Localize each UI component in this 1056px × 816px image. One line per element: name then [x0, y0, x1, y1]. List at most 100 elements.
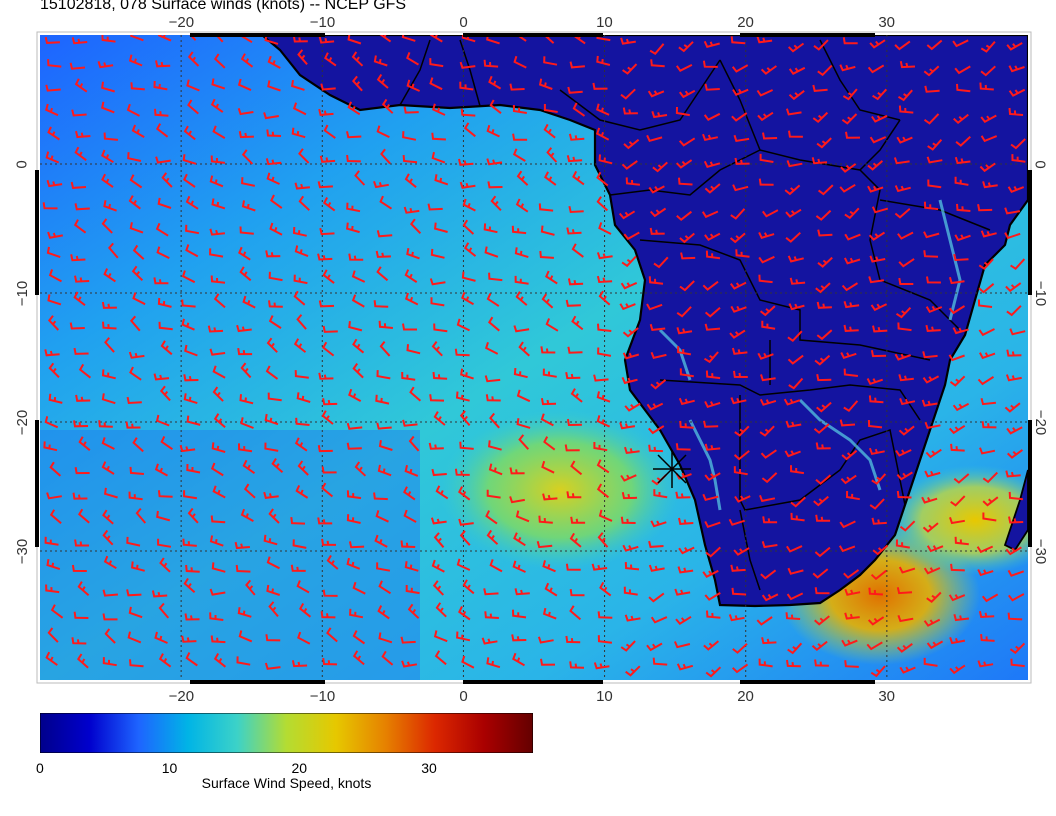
wind-barb	[812, 111, 829, 124]
wind-barb	[841, 113, 858, 125]
wind-barb	[899, 61, 916, 69]
wind-barb	[543, 56, 558, 66]
wind-barb	[954, 156, 971, 165]
wind-barb	[378, 580, 392, 595]
wind-barb	[45, 151, 60, 164]
wind-barb	[516, 418, 531, 429]
lon-tick-top: 0	[459, 14, 468, 31]
wind-barb	[126, 589, 142, 597]
wind-barb	[102, 509, 114, 525]
wind-barb	[650, 379, 667, 390]
wind-barb	[74, 539, 89, 547]
wind-barb	[542, 607, 557, 620]
wind-barb	[924, 85, 940, 93]
wind-barb	[317, 181, 333, 189]
wind-barb	[593, 442, 608, 452]
wind-barb	[400, 636, 416, 644]
wind-barb	[373, 55, 388, 67]
wind-barb	[71, 37, 88, 45]
jet-benguela	[440, 410, 680, 570]
wind-barb	[618, 210, 636, 220]
wind-barb	[354, 461, 367, 477]
wind-barb	[565, 563, 581, 571]
wind-barb	[484, 611, 499, 619]
wind-barb	[181, 318, 195, 331]
wind-barb	[48, 362, 60, 379]
wind-barb	[894, 208, 911, 219]
lon-tick-bottom: 0	[459, 688, 468, 705]
wind-barb	[47, 627, 59, 643]
wind-barb	[373, 180, 389, 189]
wind-barb	[678, 177, 693, 186]
wind-barb	[756, 89, 774, 97]
wind-barb	[322, 269, 335, 284]
wind-barb	[894, 185, 911, 193]
wind-barb	[375, 510, 389, 523]
wind-barb	[406, 344, 421, 355]
wind-barb	[182, 154, 197, 165]
wind-barb	[486, 293, 500, 307]
wind-barb	[758, 658, 773, 668]
wind-barb	[297, 460, 309, 476]
wind-barb	[489, 412, 500, 429]
wind-barb	[317, 253, 333, 261]
wind-barb	[161, 172, 173, 188]
wind-barb	[481, 637, 498, 645]
wind-barb	[352, 338, 365, 354]
wind-barb	[348, 388, 362, 402]
wind-barb	[352, 650, 365, 666]
wind-barb	[646, 642, 663, 652]
wind-barb	[1007, 449, 1023, 459]
wind-barb	[567, 346, 583, 354]
wind-barb	[839, 183, 856, 193]
wind-barb	[538, 78, 553, 90]
wind-barb	[653, 489, 668, 499]
wind-barb	[318, 36, 335, 44]
wind-barb	[487, 316, 500, 332]
wind-barb	[238, 131, 254, 139]
wind-barb	[811, 640, 828, 652]
wind-barb	[647, 90, 665, 98]
wind-barb	[101, 35, 116, 43]
wind-barb	[378, 632, 393, 644]
wind-barb	[843, 569, 860, 579]
wind-barb	[927, 179, 942, 189]
wind-barb	[760, 449, 777, 459]
wind-barb	[434, 222, 448, 233]
wind-barb	[677, 566, 694, 574]
wind-barb	[566, 491, 582, 499]
wind-barb	[207, 325, 224, 333]
wind-barb	[157, 35, 172, 42]
wind-barb	[762, 209, 779, 218]
wind-barb	[429, 77, 443, 91]
wind-barb	[704, 400, 721, 409]
wind-barb	[814, 587, 830, 595]
wind-barb	[430, 248, 445, 259]
wind-barb	[266, 584, 281, 596]
wind-barb	[701, 210, 719, 219]
wind-barb	[74, 146, 87, 162]
wind-barb	[292, 35, 308, 43]
wind-barb	[1010, 138, 1026, 150]
wind-barb	[516, 170, 529, 186]
wind-barb	[458, 606, 471, 621]
wind-barb	[458, 518, 474, 526]
wind-barb	[490, 195, 502, 211]
wind-barb	[731, 112, 748, 122]
wind-barb	[625, 665, 641, 677]
wind-barb	[844, 207, 860, 220]
wind-barb	[541, 460, 555, 474]
wind-barb	[543, 104, 558, 113]
wind-barb	[867, 419, 883, 429]
wind-barb	[187, 507, 199, 524]
wind-barb	[45, 584, 60, 594]
wind-barb	[591, 563, 608, 571]
wind-barb	[921, 496, 938, 504]
wind-barb	[46, 559, 61, 571]
wind-barb	[733, 134, 750, 143]
wind-barb	[215, 35, 224, 43]
wind-barb	[622, 327, 639, 338]
wind-barb	[406, 79, 421, 92]
wind-barb	[456, 631, 471, 642]
wind-barb	[817, 256, 833, 268]
